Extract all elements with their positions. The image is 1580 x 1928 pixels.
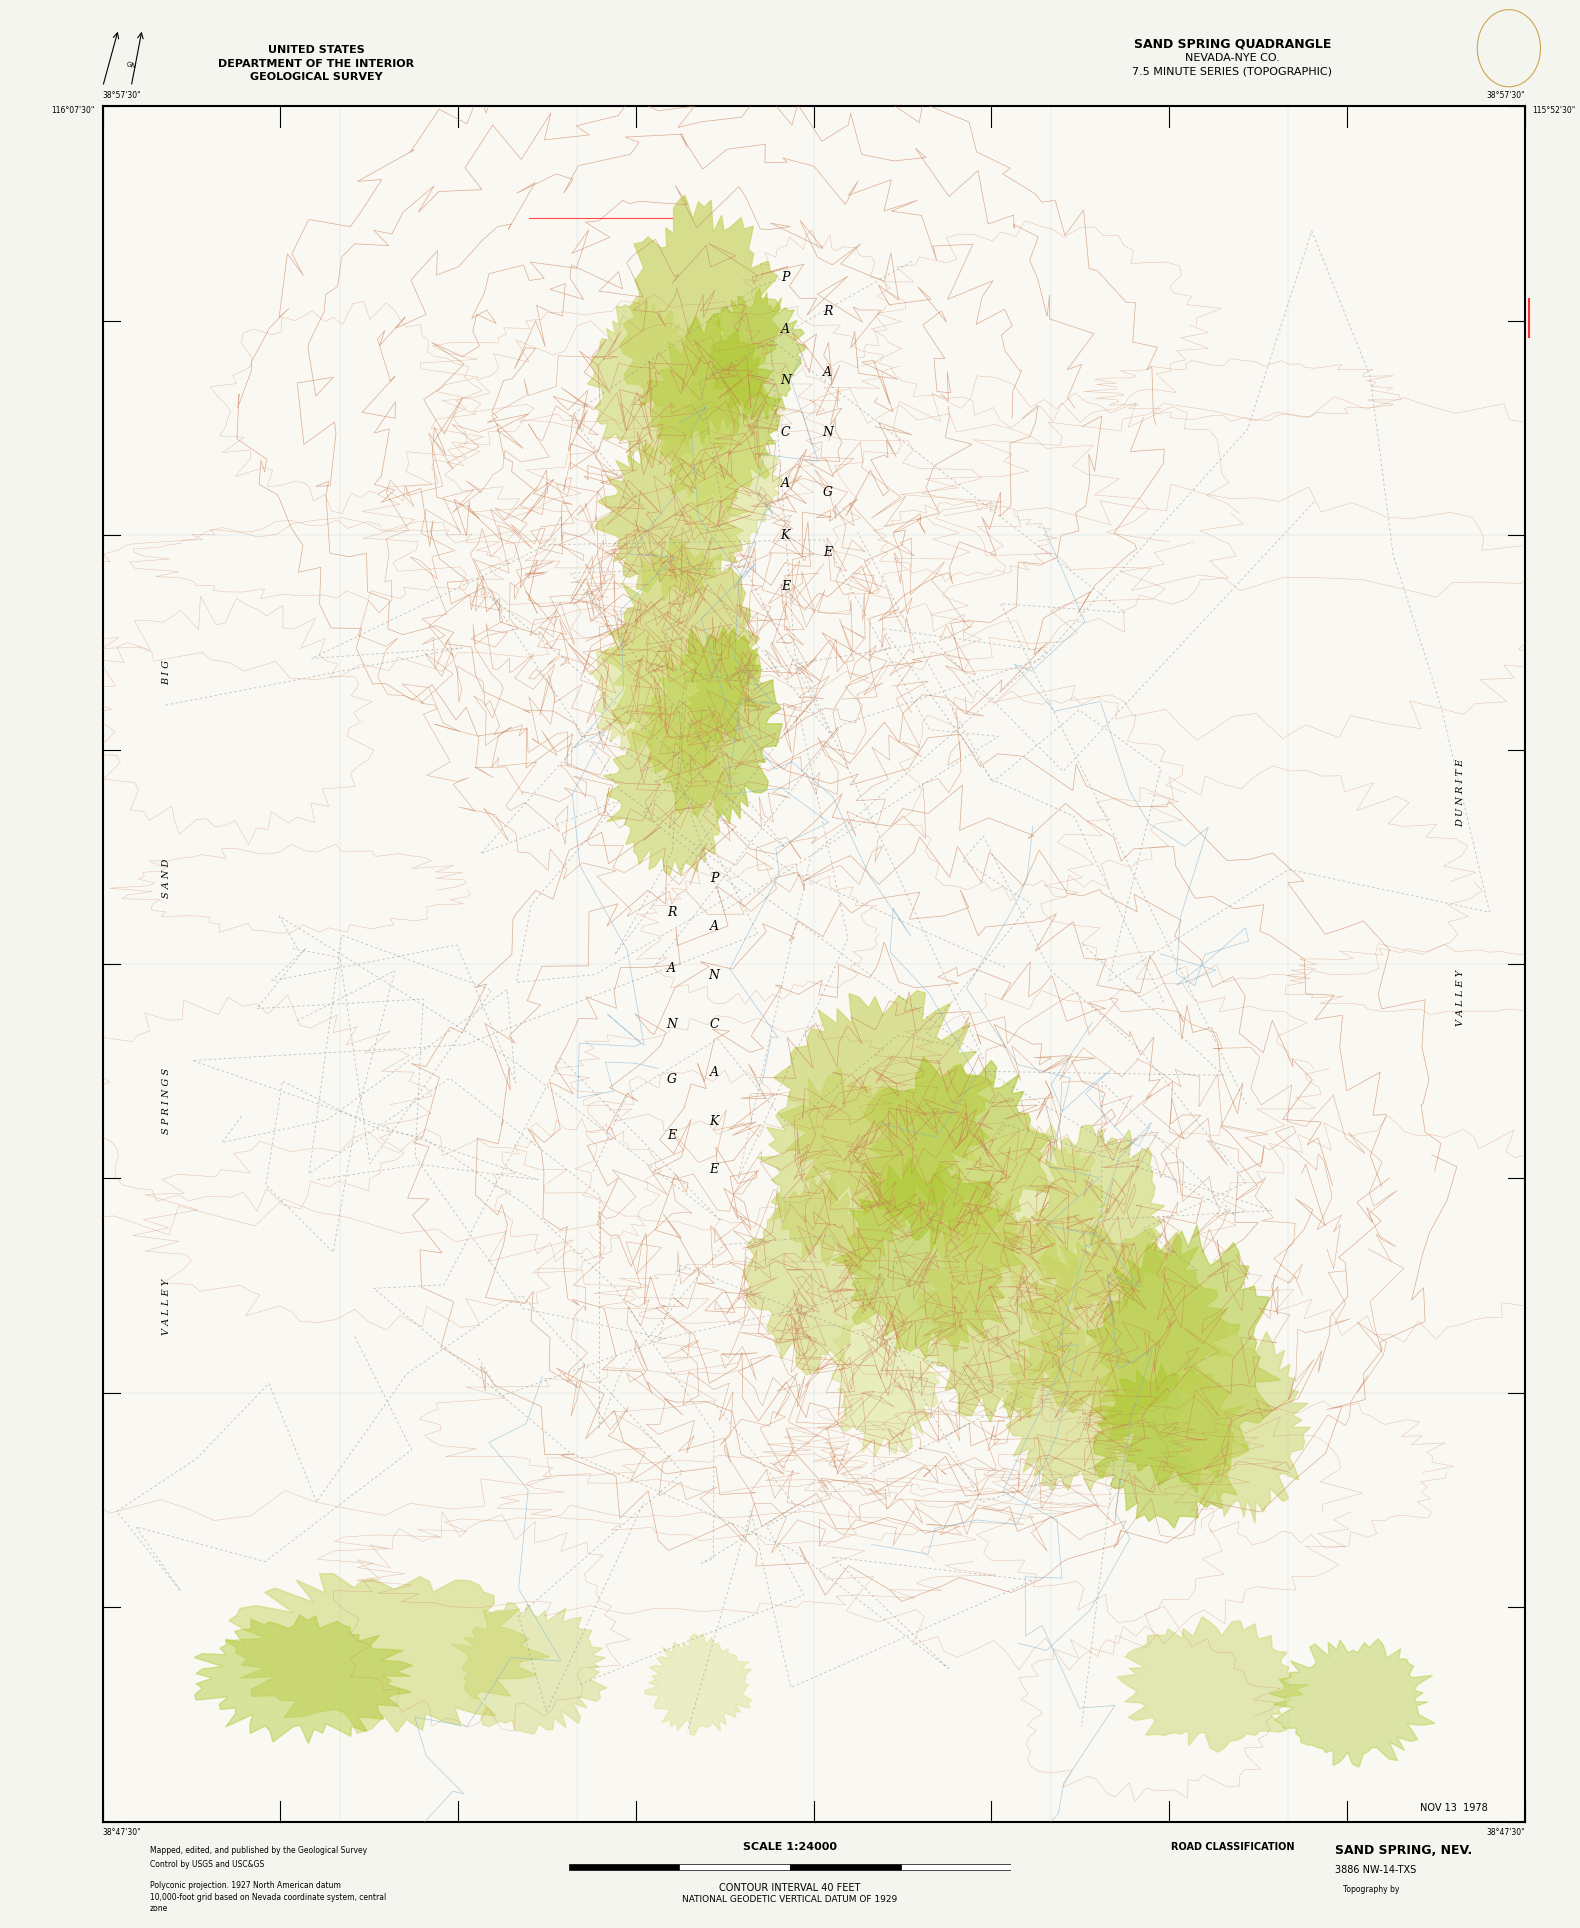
Text: S A N D: S A N D [163,858,171,898]
Polygon shape [1117,1618,1308,1753]
Text: G: G [823,486,833,499]
Text: D U N R I T E: D U N R I T E [1457,758,1465,827]
Text: K: K [781,528,790,542]
Text: B I G: B I G [163,659,171,684]
Text: 7.5 MINUTE SERIES (TOPOGRAPHIC): 7.5 MINUTE SERIES (TOPOGRAPHIC) [1133,66,1332,77]
Text: P: P [709,871,719,885]
Text: V A L L E Y: V A L L E Y [163,1278,171,1336]
Text: C: C [781,426,790,438]
Polygon shape [645,1633,752,1735]
Text: N: N [667,1018,676,1031]
Text: Control by USGS and USC&GS: Control by USGS and USC&GS [150,1861,264,1868]
Text: E: E [823,546,833,559]
Bar [569,1864,679,1870]
Polygon shape [452,1602,607,1733]
Text: ROAD CLASSIFICATION: ROAD CLASSIFICATION [1171,1841,1294,1853]
Text: G: G [667,1074,676,1085]
Text: 116°07'30": 116°07'30" [52,106,95,116]
Text: N: N [709,970,719,981]
Text: A: A [823,366,833,378]
Text: NOV 13  1978: NOV 13 1978 [1420,1803,1487,1814]
Text: zone: zone [150,1905,169,1913]
Text: 10,000-foot grid based on Nevada coordinate system, central: 10,000-foot grid based on Nevada coordin… [150,1893,387,1901]
Text: GEOLOGICAL SURVEY: GEOLOGICAL SURVEY [250,71,382,83]
Bar [679,1864,790,1870]
Text: R: R [823,305,833,318]
Polygon shape [604,711,739,875]
Text: 3886 NW-14-TXS: 3886 NW-14-TXS [1335,1864,1416,1876]
Text: E: E [781,580,790,594]
Text: GN: GN [125,62,137,69]
Polygon shape [1002,1325,1139,1490]
Polygon shape [774,991,994,1215]
Text: DEPARTMENT OF THE INTERIOR: DEPARTMENT OF THE INTERIOR [218,58,414,69]
Polygon shape [1032,1126,1164,1317]
Polygon shape [594,434,747,602]
Text: 38°57'30": 38°57'30" [103,91,141,100]
Text: A: A [781,322,790,335]
Text: Topography by: Topography by [1343,1886,1400,1893]
Text: A: A [667,962,676,976]
Text: NEVADA-NYE CO.: NEVADA-NYE CO. [1185,52,1280,64]
Bar [901,1864,1011,1870]
Text: 115°52'30": 115°52'30" [1533,106,1575,116]
Polygon shape [743,1176,882,1375]
Polygon shape [588,297,698,465]
Polygon shape [651,314,781,513]
Polygon shape [831,1292,940,1456]
Text: SAND SPRING, NEV.: SAND SPRING, NEV. [1335,1845,1473,1857]
Text: 38°47'30": 38°47'30" [1487,1828,1525,1837]
Text: 38°47'30": 38°47'30" [103,1828,141,1837]
Text: S P R I N G S: S P R I N G S [163,1068,171,1134]
Polygon shape [194,1614,412,1743]
Polygon shape [1093,1365,1248,1529]
Polygon shape [589,623,700,752]
Polygon shape [675,418,784,549]
Polygon shape [1270,1639,1435,1768]
Text: UNITED STATES: UNITED STATES [267,44,365,56]
Polygon shape [709,287,806,420]
Polygon shape [833,1157,1022,1359]
Text: R: R [667,906,676,920]
Polygon shape [757,1068,923,1271]
Polygon shape [916,1197,1078,1423]
Text: Polyconic projection. 1927 North American datum: Polyconic projection. 1927 North America… [150,1882,341,1889]
Text: SAND SPRING QUADRANGLE: SAND SPRING QUADRANGLE [1134,39,1330,50]
Text: N: N [781,374,790,388]
Text: P: P [781,272,790,283]
Polygon shape [1085,1224,1280,1492]
Text: CONTOUR INTERVAL 40 FEET: CONTOUR INTERVAL 40 FEET [719,1882,861,1893]
Text: E: E [709,1163,719,1176]
Text: E: E [667,1130,676,1141]
Text: V A L L E Y: V A L L E Y [1457,970,1465,1026]
Polygon shape [1177,1325,1310,1523]
Text: SCALE 1:24000: SCALE 1:24000 [743,1841,837,1853]
Text: K: K [709,1114,719,1128]
Polygon shape [619,195,781,453]
Text: NATIONAL GEODETIC VERTICAL DATUM OF 1929: NATIONAL GEODETIC VERTICAL DATUM OF 1929 [683,1895,897,1903]
Text: C: C [709,1018,719,1031]
Text: 38°57'30": 38°57'30" [1487,91,1525,100]
Polygon shape [226,1573,550,1733]
Text: N: N [823,426,833,438]
Text: Mapped, edited, and published by the Geological Survey: Mapped, edited, and published by the Geo… [150,1847,367,1855]
Text: A: A [709,920,719,933]
Text: A: A [781,476,790,490]
Polygon shape [604,540,760,775]
Polygon shape [645,627,782,823]
Polygon shape [861,1057,1052,1251]
Polygon shape [945,1120,1109,1286]
Polygon shape [1016,1224,1240,1427]
Bar [790,1864,901,1870]
Text: A: A [709,1066,719,1080]
